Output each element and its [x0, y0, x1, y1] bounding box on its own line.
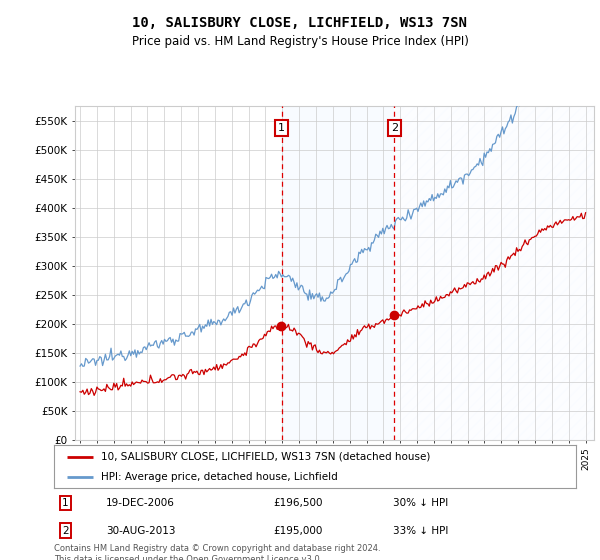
Text: 1: 1	[278, 123, 285, 133]
Text: £196,500: £196,500	[273, 498, 323, 508]
Text: HPI: Average price, detached house, Lichfield: HPI: Average price, detached house, Lich…	[101, 472, 338, 482]
Text: £195,000: £195,000	[273, 526, 323, 536]
Text: 1: 1	[62, 498, 69, 508]
Text: Contains HM Land Registry data © Crown copyright and database right 2024.
This d: Contains HM Land Registry data © Crown c…	[54, 544, 380, 560]
Text: 2: 2	[391, 123, 398, 133]
Text: 10, SALISBURY CLOSE, LICHFIELD, WS13 7SN (detached house): 10, SALISBURY CLOSE, LICHFIELD, WS13 7SN…	[101, 452, 430, 462]
Text: 33% ↓ HPI: 33% ↓ HPI	[394, 526, 449, 536]
Text: 30-AUG-2013: 30-AUG-2013	[106, 526, 176, 536]
Text: 10, SALISBURY CLOSE, LICHFIELD, WS13 7SN: 10, SALISBURY CLOSE, LICHFIELD, WS13 7SN	[133, 16, 467, 30]
Text: Price paid vs. HM Land Registry's House Price Index (HPI): Price paid vs. HM Land Registry's House …	[131, 35, 469, 48]
Text: 30% ↓ HPI: 30% ↓ HPI	[394, 498, 449, 508]
Text: 2: 2	[62, 526, 69, 536]
Bar	[394, 106, 594, 440]
Bar	[281, 106, 394, 440]
Text: 19-DEC-2006: 19-DEC-2006	[106, 498, 175, 508]
